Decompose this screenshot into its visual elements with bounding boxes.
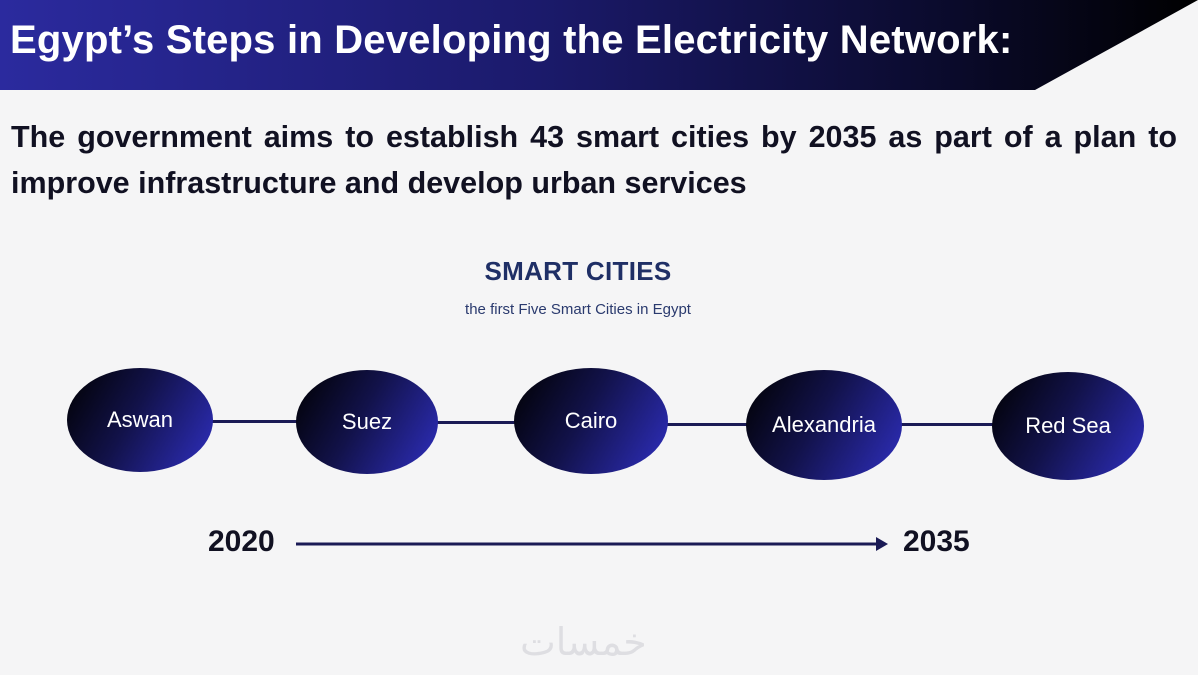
city-node: Red Sea	[992, 372, 1144, 480]
timeline-end-year: 2035	[903, 525, 970, 558]
city-label: Red Sea	[1025, 413, 1111, 438]
page-title: Egypt’s Steps in Developing the Electric…	[10, 18, 1013, 62]
timeline-start-year: 2020	[208, 525, 275, 558]
city-node: Aswan	[67, 368, 213, 472]
city-label: Alexandria	[772, 412, 876, 437]
connector-line	[900, 423, 994, 426]
connector-line	[666, 423, 748, 426]
city-node: Cairo	[514, 368, 668, 474]
diagram-title: SMART CITIES	[484, 256, 672, 286]
city-label: Aswan	[106, 407, 174, 432]
city-label: Suez	[341, 409, 393, 434]
title-banner	[0, 0, 1198, 90]
city-node: Alexandria	[746, 370, 902, 480]
city-label: Cairo	[564, 408, 618, 433]
connector-line	[436, 421, 516, 424]
city-node: Suez	[296, 370, 438, 474]
watermark-logo: خمسات	[520, 620, 647, 664]
connector-line	[212, 420, 298, 423]
lead-paragraph: The government aims to establish 43 smar…	[11, 120, 1177, 200]
timeline-arrow	[296, 537, 888, 551]
diagram-subtitle: the first Five Smart Cities in Egypt	[465, 301, 691, 318]
